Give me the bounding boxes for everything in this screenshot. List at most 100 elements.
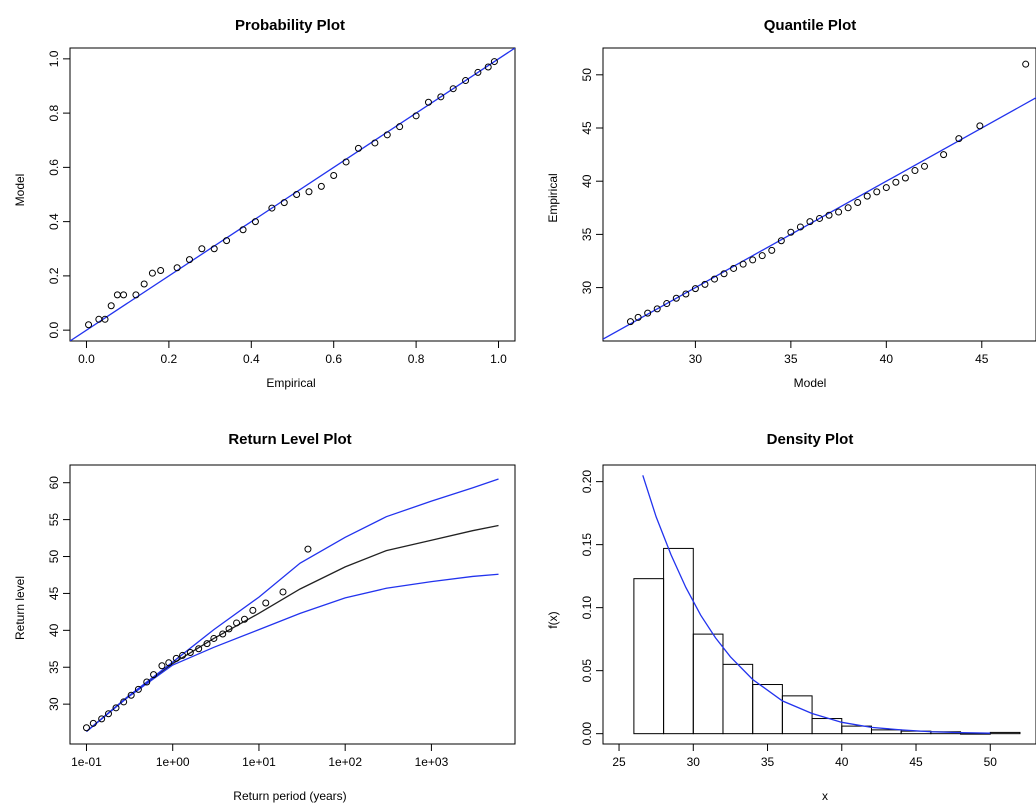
quantile-plot-point (873, 188, 881, 196)
return-level-plot-data-layer (82, 478, 499, 732)
quantile-plot-x-tick-label: 30 (689, 352, 703, 366)
quantile-plot-point (730, 264, 738, 272)
return-level-plot-point (262, 599, 270, 607)
return-level-plot-point (120, 698, 128, 706)
quantile-plot-point (825, 211, 833, 219)
quantile-plot-point (816, 214, 823, 222)
probability-plot-point (101, 315, 109, 323)
density-plot-y-tick-label: 0.10 (580, 596, 594, 620)
quantile-plot-point (796, 223, 804, 231)
probability-plot-point (293, 191, 301, 198)
probability-plot-panel: Probability Plot Empirical Model 0.0 0.2 0… (13, 17, 516, 390)
quantile-plot-title: Quantile Plot (764, 17, 857, 34)
quantile-plot-point (787, 228, 795, 236)
probability-plot-x-tick-label: 0.2 (161, 352, 178, 366)
return-level-plot-y-tick-label: 40 (47, 623, 61, 637)
density-plot-density-curve (642, 475, 991, 734)
return-level-plot-point (186, 648, 194, 656)
probability-plot-point (210, 245, 218, 253)
return-level-plot-point (195, 645, 203, 653)
probability-plot-ylabel: Model (13, 174, 27, 207)
return-level-plot-y-tick-label: 45 (47, 586, 61, 600)
probability-plot-x-tick-label: 0.4 (243, 352, 260, 366)
quantile-plot-point (777, 237, 785, 245)
probability-plot-point (330, 172, 338, 180)
return-level-plot-upper-line (86, 478, 499, 732)
probability-plot-point (132, 291, 140, 299)
density-plot-bar (633, 578, 665, 735)
density-plot-bar (752, 684, 783, 735)
probability-plot-point (305, 188, 313, 196)
return-level-plot-point (172, 654, 180, 662)
quantile-plot-y-tick-label: 45 (580, 121, 594, 135)
density-plot-x-tick-label: 25 (612, 755, 626, 769)
probability-plot-x-tick-label: 1.0 (490, 352, 507, 366)
density-plot-y-tick-label: 0.05 (580, 659, 594, 683)
return-level-plot-x-tick-label: 1e+02 (328, 755, 362, 769)
return-level-plot-y-tick-label: 55 (47, 513, 61, 527)
quantile-plot-point (911, 167, 919, 175)
quantile-plot-point (901, 174, 909, 182)
return-level-plot-point (82, 724, 90, 732)
quantile-plot-point (835, 208, 843, 216)
probability-plot-data-layer (70, 48, 515, 341)
density-plot-bar (870, 729, 902, 735)
return-level-plot-point (89, 719, 97, 727)
probability-plot-y-tick-label: 0.2 (47, 267, 61, 284)
quantile-plot-point (882, 184, 890, 192)
probability-plot-x-tick-label: 0.6 (325, 352, 342, 366)
probability-plot-point (198, 245, 206, 253)
probability-plot-y-tick-label: 0.6 (47, 159, 61, 176)
density-plot-y-tick-label: 0.00 (580, 722, 594, 746)
probability-plot-point (280, 199, 288, 207)
density-plot-y-tick-label: 0.15 (580, 533, 594, 557)
return-level-plot-point (179, 651, 187, 659)
probability-plot-frame (69, 47, 516, 342)
return-level-plot-x-tick-label: 1e+01 (242, 755, 276, 769)
quantile-plot-point (710, 275, 718, 283)
density-plot-x-tick-label: 40 (835, 755, 849, 769)
quantile-plot-xlabel: Model (794, 376, 827, 390)
probability-plot-point (383, 131, 391, 139)
return-level-plot-y-tick-label: 35 (47, 660, 61, 674)
return-level-plot-title: Return Level Plot (228, 431, 351, 448)
quantile-plot-point (626, 318, 634, 326)
quantile-plot-point (720, 270, 728, 278)
quantile-plot-point (854, 198, 862, 206)
quantile-plot-point (701, 280, 709, 288)
quantile-plot-point (768, 246, 776, 254)
quantile-plot-x-tick-label: 35 (784, 352, 798, 366)
density-plot-x-tick-label: 30 (687, 755, 701, 769)
return-level-plot-xlabel: Return period (years) (233, 789, 346, 803)
quantile-plot-y-tick-label: 30 (580, 281, 594, 295)
return-level-plot-point (143, 678, 151, 686)
quantile-plot-point (976, 122, 984, 130)
probability-plot-point (484, 63, 492, 71)
quantile-plot-point (1022, 60, 1030, 68)
quantile-plot-point (691, 285, 699, 293)
return-level-plot-point (249, 606, 257, 614)
probability-plot-point (474, 68, 482, 76)
probability-plot-point (120, 291, 128, 299)
density-plot-x-tick-label: 45 (909, 755, 923, 769)
return-level-plot-ylabel: Return level (13, 576, 27, 640)
density-plot-x-tick-label: 35 (761, 755, 775, 769)
quantile-plot-point (863, 192, 871, 200)
probability-plot-point (239, 226, 247, 234)
quantile-plot-point (644, 309, 652, 317)
density-plot-data-layer (633, 475, 1021, 735)
quantile-plot-point (672, 294, 680, 302)
probability-plot-point (185, 256, 193, 264)
probability-plot-reference-line (70, 48, 515, 341)
density-plot-xlabel: x (822, 789, 828, 803)
return-level-plot-point (241, 615, 249, 623)
probability-plot-point (342, 158, 350, 166)
density-plot-bar (989, 731, 1021, 735)
quantile-plot-y-tick-label: 50 (580, 68, 594, 82)
probability-plot-point (396, 123, 404, 131)
probability-plot-point (85, 321, 93, 329)
probability-plot-point (412, 112, 420, 120)
probability-plot-y-tick-label: 0.8 (47, 104, 61, 121)
quantile-plot-point (749, 256, 757, 264)
